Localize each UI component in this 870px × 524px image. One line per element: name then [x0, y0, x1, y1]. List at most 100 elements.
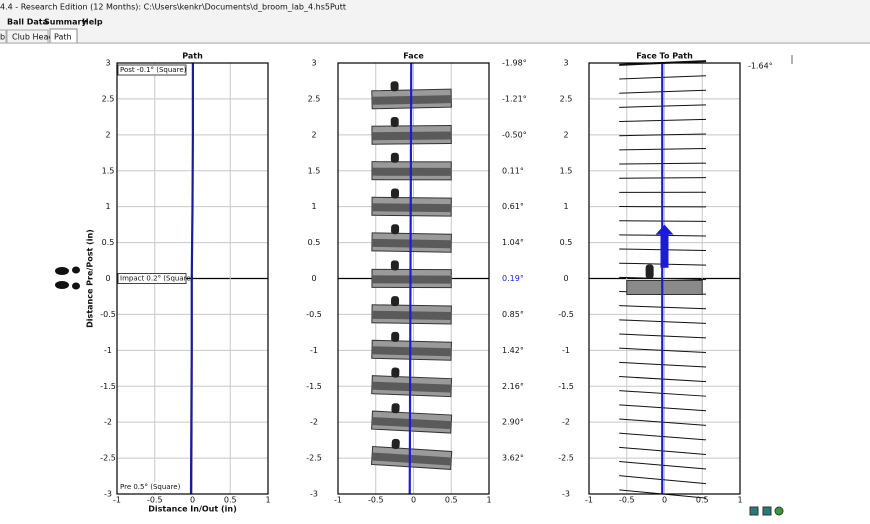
y-tick-label: 0.5: [560, 238, 573, 247]
x-tick-label: 1: [737, 496, 742, 505]
data-line: [408, 62, 413, 495]
x-axis-label: Distance In/Out (in): [148, 505, 236, 514]
annotation: Pre 0.5° (Square): [120, 483, 181, 491]
putter-face-shade: [371, 275, 452, 284]
y-tick-label: 3: [563, 59, 568, 68]
face-angle-label: 1.04°: [502, 238, 524, 247]
putter-image: [371, 260, 452, 289]
x-tick-label: -1: [113, 496, 121, 505]
stop-button[interactable]: [762, 506, 772, 516]
plot-frame: [337, 62, 490, 495]
y-tick-label: 2: [563, 130, 568, 139]
menu-item[interactable]: Summary: [44, 18, 87, 27]
y-tick-label: -1.5: [306, 382, 322, 391]
y-tick-label: 0: [311, 274, 316, 283]
y-tick-label: -0.5: [100, 310, 116, 319]
y-tick-label: 2.5: [102, 94, 115, 103]
y-tick-label: 1: [311, 202, 316, 211]
face-angle-label: 2.90°: [502, 418, 524, 427]
y-tick-label: -1: [562, 346, 570, 355]
y-tick-label: -3: [104, 490, 112, 499]
y-tick-label: -2.5: [558, 454, 574, 463]
menu-item[interactable]: Ball Data: [7, 18, 48, 27]
y-tick-label: 3: [105, 59, 110, 68]
y-tick-label: -1.5: [558, 382, 574, 391]
y-tick-label: -0.5: [306, 310, 322, 319]
x-tick-label: 0: [411, 496, 416, 505]
face-angle-label: 0.61°: [502, 202, 524, 211]
putter-shaft: [391, 438, 400, 449]
y-tick-label: -2: [562, 418, 570, 427]
x-tick-label: 0: [662, 496, 667, 505]
putter-shaft: [390, 116, 399, 128]
x-tick-label: 0: [190, 496, 195, 505]
putter-shaft: [390, 81, 399, 92]
y-tick-label: 0.5: [308, 238, 321, 247]
putter-face-shade: [371, 346, 452, 357]
status-button[interactable]: [774, 506, 784, 516]
x-tick-label: 0.5: [696, 496, 709, 505]
face-angle-label: 2.16°: [502, 382, 524, 391]
x-tick-label: -0.5: [147, 496, 163, 505]
y-tick-label: 2.5: [560, 94, 573, 103]
face-angle-label: 3.62°: [502, 454, 524, 463]
tab-label[interactable]: Path: [54, 33, 72, 42]
y-tick-label: -3: [562, 490, 570, 499]
x-tick-label: -1: [334, 496, 342, 505]
y-tick-label: -0.5: [558, 310, 574, 319]
putter-image: [370, 438, 453, 470]
x-tick-label: 0.5: [224, 496, 237, 505]
face-angle-label: 0.19°: [502, 274, 524, 283]
putter-shaft: [391, 367, 400, 378]
annotation: Impact 0.2° (Square): [120, 275, 194, 283]
face-angle-label: 0.85°: [502, 310, 524, 319]
y-tick-label: 0: [563, 274, 568, 283]
putter-shaft: [645, 264, 654, 279]
putter-shaft: [391, 331, 400, 342]
play-button[interactable]: [749, 506, 759, 516]
annotation-box: [117, 273, 187, 284]
tab-label[interactable]: Club Head: [12, 33, 53, 42]
y-tick-label: 2: [105, 130, 110, 139]
plot-title: Face: [403, 52, 424, 61]
putter-face-shade: [371, 417, 452, 430]
footprints-icon: [55, 266, 80, 290]
x-tick-label: -0.5: [368, 496, 384, 505]
y-tick-label: 1: [563, 202, 568, 211]
putter-face-shade: [371, 310, 452, 320]
x-tick-label: 0.5: [445, 496, 458, 505]
plot-frame: [588, 62, 741, 495]
y-tick-label: 3: [311, 59, 316, 68]
putter-shaft: [391, 403, 400, 414]
y-tick-label: 1.5: [308, 166, 321, 175]
data-line: [189, 63, 194, 495]
y-tick-label: -2.5: [306, 454, 322, 463]
y-tick-label: -2: [310, 418, 318, 427]
annotation: Post -0.1° (Square): [120, 66, 187, 74]
y-tick-label: 2.5: [308, 94, 321, 103]
face-angle-label: 1.42°: [502, 346, 524, 355]
putter-shaft: [391, 224, 400, 235]
menu-item[interactable]: Help: [82, 18, 103, 27]
y-tick-label: 1.5: [102, 166, 115, 175]
y-tick-label: -1: [310, 346, 318, 355]
y-tick-label: 0.5: [102, 238, 115, 247]
y-tick-label: 1: [105, 202, 110, 211]
putter-face-shade: [371, 381, 452, 393]
y-tick-label: 0: [105, 274, 110, 283]
y-tick-label: -3: [310, 490, 318, 499]
chrome-background: [0, 0, 870, 44]
y-axis-label: Distance Pre/Post (in): [86, 229, 95, 328]
putter-image: [371, 403, 453, 434]
putter-image: [371, 296, 452, 325]
face-angle-label: -0.50°: [502, 130, 527, 139]
tab-label[interactable]: b: [0, 33, 5, 42]
x-tick-label: 1: [486, 496, 491, 505]
annotation-box: [118, 482, 186, 492]
y-tick-label: -1.5: [100, 382, 116, 391]
putter-shaft: [390, 152, 399, 163]
y-tick-label: 2: [311, 130, 316, 139]
putter-shaft: [390, 260, 399, 271]
plot-title: Face To Path: [636, 52, 693, 61]
